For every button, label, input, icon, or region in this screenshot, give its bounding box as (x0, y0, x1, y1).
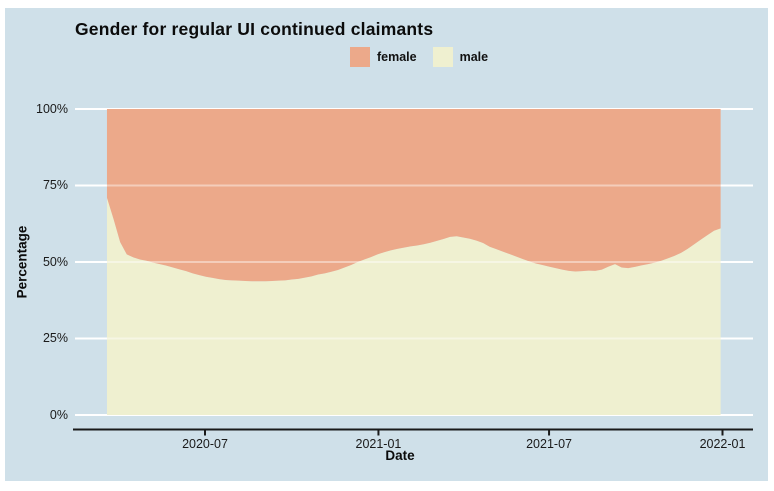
y-tick-label: 25% (42, 331, 68, 345)
y-tick-label: 75% (42, 178, 68, 192)
female-area (106, 109, 721, 282)
male-area (106, 197, 721, 415)
y-tick-label: 50% (42, 254, 68, 269)
legend-swatch-male-icon (432, 47, 453, 67)
legend-item-male: male (432, 47, 489, 67)
legend: female male (350, 47, 488, 67)
y-tick-label: 100% (36, 101, 68, 116)
x-axis-title: Date (385, 448, 415, 463)
legend-label-male: male (459, 50, 489, 64)
x-tick-label: 2021-07 (526, 437, 572, 451)
chart-title: Gender for regular UI continued claimant… (75, 19, 434, 39)
legend-item-female: female (350, 47, 417, 67)
legend-label-female: female (377, 50, 417, 64)
legend-swatch-female-icon (350, 47, 370, 67)
y-tick-label: 0% (49, 407, 68, 422)
x-tick-label: 2022-01 (699, 437, 746, 451)
x-tick-label: 2021-01 (355, 437, 402, 451)
x-axis-line (73, 428, 753, 436)
stacked-areas (106, 109, 721, 415)
x-tick-label: 2020-07 (182, 437, 228, 451)
gridlines-overlay (106, 184, 721, 340)
